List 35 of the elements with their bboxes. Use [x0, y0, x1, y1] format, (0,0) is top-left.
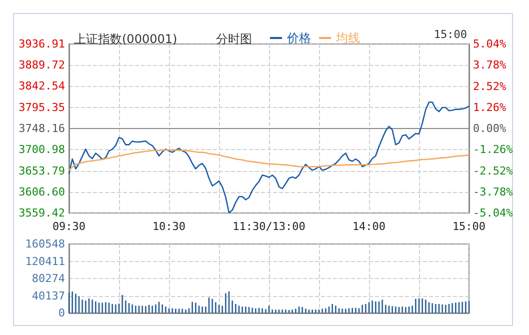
legend-label: 价格: [286, 31, 311, 45]
legend-label: 均线: [335, 31, 360, 45]
y-tick-label: 3748.16: [18, 122, 65, 135]
x-tick-label: 15:00: [452, 220, 486, 233]
y2-tick-label: -2.52%: [473, 164, 514, 178]
y-tick-label: 160548: [25, 238, 65, 250]
text: 15:00: [434, 28, 468, 41]
y-tick-label: 3842.54: [18, 80, 66, 93]
y-tick-label: 40137: [32, 289, 65, 302]
x-tick-label: 09:30: [52, 220, 86, 233]
y2-tick-label: -5.04%: [473, 206, 514, 220]
y-tick-label: 3700.98: [18, 143, 65, 156]
x-tick-label: 14:00: [352, 220, 386, 233]
y2-tick-label: 1.26%: [473, 100, 506, 114]
line-series: [68, 149, 470, 171]
x-tick-label: 10:30: [152, 220, 186, 233]
chart-subtitle: 分时图: [216, 32, 252, 46]
y-tick-label: 120411: [25, 254, 65, 268]
y-tick-label: 3889.72: [18, 58, 65, 72]
y-tick-label: 3653.79: [18, 164, 65, 178]
y2-tick-label: 2.52%: [473, 80, 506, 93]
y2-tick-label: 0.00%: [473, 122, 506, 135]
y2-tick-label: -1.26%: [473, 143, 514, 156]
y-tick-label: 3559.42: [18, 206, 65, 220]
chart-title: 上证指数(000001): [74, 32, 178, 46]
x-tick-label: 11:30/13:00: [232, 220, 306, 233]
y-tick-label: 3936.91: [18, 38, 65, 50]
line-series: [68, 102, 470, 214]
y-tick-label: 3795.35: [18, 100, 65, 114]
y-tick-label: 3606.60: [18, 185, 65, 198]
y2-tick-label: -3.78%: [473, 185, 514, 198]
y2-tick-label: 3.78%: [473, 58, 506, 72]
y-tick-label: 80274: [32, 272, 66, 285]
y-tick-label: 0: [58, 306, 65, 320]
y2-tick-label: 5.04%: [473, 38, 506, 50]
